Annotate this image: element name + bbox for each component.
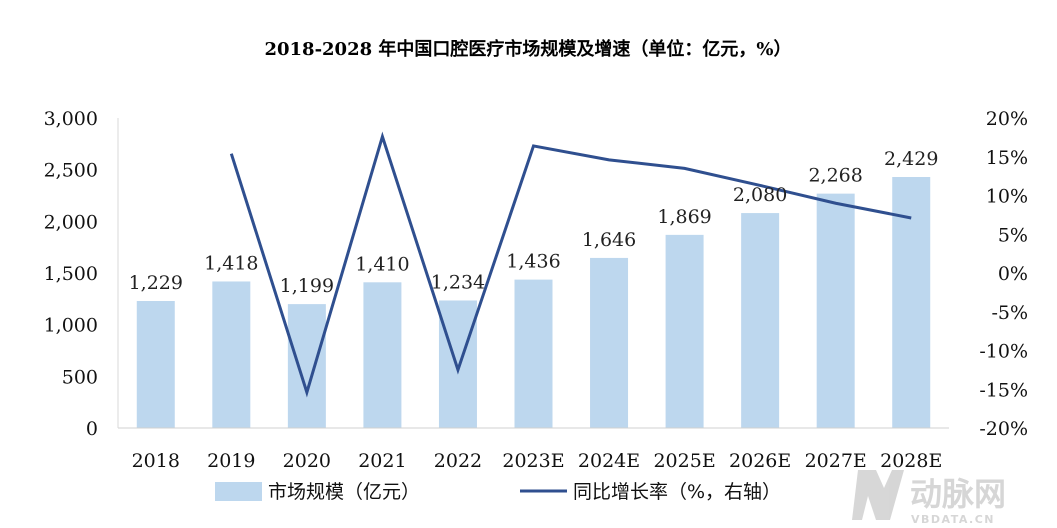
x-tick-2028E: 2028E bbox=[880, 450, 942, 472]
bar-2025E bbox=[665, 234, 704, 428]
bar-2027E bbox=[816, 193, 855, 428]
left-y-tick-500: 500 bbox=[62, 366, 98, 388]
legend: 市场规模（亿元） 同比增长率（%，右轴） bbox=[215, 481, 781, 503]
left-axis-ticks: 0 500 1,000 1,500 2,000 2,500 3,000 bbox=[44, 108, 98, 440]
growth-line-series bbox=[229, 131, 912, 398]
right-y-tick-0: 0% bbox=[998, 263, 1028, 285]
left-y-tick-0: 0 bbox=[86, 418, 98, 440]
bar-data-label-2021: 1,410 bbox=[355, 253, 409, 275]
bar-data-label-2028E: 2,429 bbox=[884, 148, 938, 170]
watermark-subtext: VBDATA.CN bbox=[911, 513, 995, 526]
x-tick-2025E: 2025E bbox=[653, 450, 715, 472]
x-axis-ticks: 2018 2019 2020 2021 2022 2023E 2024E 2025E 2026E… bbox=[132, 450, 943, 472]
bar-data-label-2024E: 1,646 bbox=[582, 229, 636, 251]
x-tick-2019: 2019 bbox=[207, 450, 255, 472]
x-tick-2024E: 2024E bbox=[578, 450, 640, 472]
x-tick-2020: 2020 bbox=[283, 450, 331, 472]
bar-2026E bbox=[741, 213, 780, 428]
bar-data-label-2023E: 1,436 bbox=[506, 251, 560, 273]
watermark-text: 动脉网 bbox=[910, 475, 1006, 513]
x-tick-2021: 2021 bbox=[358, 450, 406, 472]
legend-line-label: 同比增长率（%，右轴） bbox=[573, 481, 781, 503]
left-y-tick-1500: 1,500 bbox=[44, 263, 98, 285]
x-tick-2023E: 2023E bbox=[502, 450, 564, 472]
watermark-logo-icon bbox=[852, 470, 904, 520]
left-y-tick-1000: 1,000 bbox=[44, 315, 98, 337]
bar-data-label-2025E: 1,869 bbox=[657, 206, 711, 228]
x-tick-2027E: 2027E bbox=[805, 450, 867, 472]
bar-2019 bbox=[212, 281, 251, 428]
bar-data-labels: 1,229 1,418 1,199 1,410 1,234 1,436 1,646 1,869… bbox=[129, 148, 939, 297]
bar-data-label-2018: 1,229 bbox=[129, 272, 183, 294]
left-y-tick-2500: 2,500 bbox=[44, 160, 98, 182]
bar-data-label-2027E: 2,268 bbox=[808, 165, 862, 187]
right-axis-ticks: -20% -15% -10% -5% 0% 5% 10% 15% 20% bbox=[979, 108, 1028, 440]
right-y-tick-20: 20% bbox=[986, 108, 1028, 130]
left-y-tick-3000: 3,000 bbox=[44, 108, 98, 130]
bar-2023E bbox=[514, 279, 553, 428]
bar-data-label-2019: 1,418 bbox=[204, 252, 258, 274]
bar-data-label-2022: 1,234 bbox=[431, 271, 485, 293]
legend-bar-swatch bbox=[215, 482, 262, 501]
bar-series bbox=[136, 177, 931, 428]
x-tick-2018: 2018 bbox=[132, 450, 180, 472]
bar-data-label-2026E: 2,080 bbox=[733, 184, 787, 206]
x-tick-2026E: 2026E bbox=[729, 450, 791, 472]
x-tick-2022: 2022 bbox=[434, 450, 482, 472]
left-y-tick-2000: 2,000 bbox=[44, 211, 98, 233]
bar-2018 bbox=[136, 301, 175, 428]
right-y-tick--5: -5% bbox=[991, 302, 1028, 324]
right-y-tick-15: 15% bbox=[986, 147, 1028, 169]
bar-data-label-2020: 1,199 bbox=[280, 275, 334, 297]
bar-2021 bbox=[363, 282, 402, 428]
right-y-tick-5: 5% bbox=[998, 224, 1028, 246]
bar-2028E bbox=[892, 177, 931, 428]
legend-bar-label: 市场规模（亿元） bbox=[268, 481, 420, 503]
bar-2022 bbox=[438, 300, 477, 428]
axes bbox=[117, 118, 949, 429]
bar-2020 bbox=[287, 304, 326, 428]
chart-title: 2018-2028 年中国口腔医疗市场规模及增速（单位：亿元，%） bbox=[264, 38, 791, 60]
right-y-tick-10: 10% bbox=[986, 186, 1028, 208]
right-y-tick--10: -10% bbox=[979, 341, 1028, 363]
right-y-tick--15: -15% bbox=[979, 379, 1028, 401]
growth-line bbox=[229, 131, 912, 398]
watermark: 动脉网 VBDATA.CN bbox=[852, 470, 1006, 526]
right-y-tick--20: -20% bbox=[979, 418, 1028, 440]
bar-2024E bbox=[590, 257, 629, 428]
